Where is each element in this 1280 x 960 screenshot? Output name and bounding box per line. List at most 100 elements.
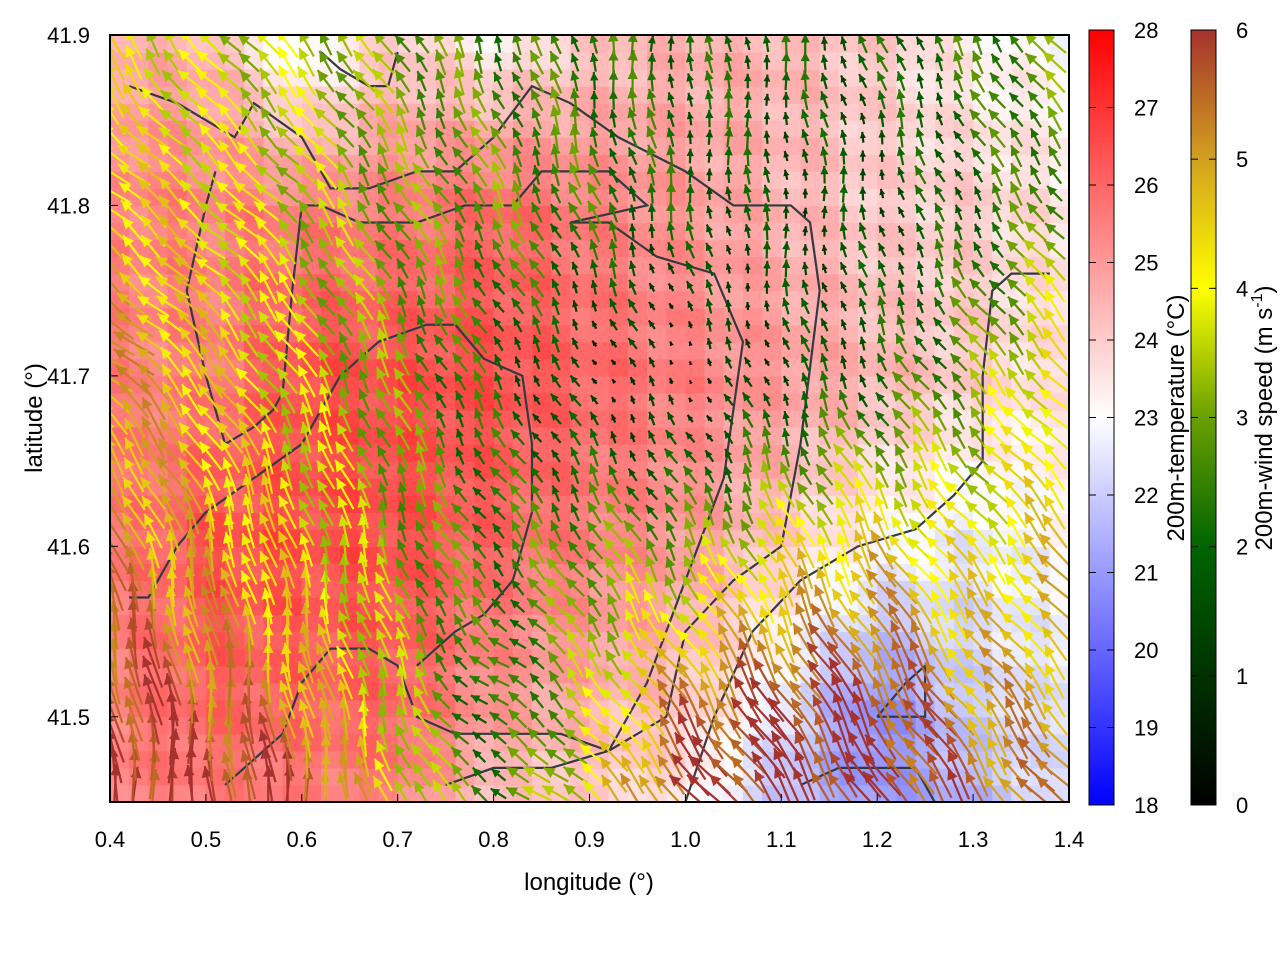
temperature-cell — [512, 665, 533, 684]
temperature-cell — [359, 597, 380, 616]
temperature-cell — [301, 290, 322, 309]
temperature-cell — [685, 375, 706, 394]
temperature-cell — [1011, 784, 1032, 802]
temperature-cell — [858, 154, 878, 172]
temperature-cell — [474, 120, 495, 138]
temperature-cell — [742, 784, 763, 802]
temperature-cell — [877, 427, 897, 445]
temperature-cell — [397, 597, 418, 616]
temperature-cell — [1049, 409, 1069, 428]
temperature-cell — [282, 205, 303, 224]
temperature-cell — [973, 137, 993, 155]
temperature-cell — [819, 495, 840, 513]
temperature-cell — [340, 290, 360, 309]
temperature-cell — [1011, 580, 1032, 599]
temperature-cell — [455, 580, 476, 599]
temperature-cell — [531, 427, 552, 445]
temperature-cell — [531, 580, 552, 599]
temperature-cell — [685, 239, 706, 258]
temperature-cell — [205, 307, 226, 326]
temperature-cell — [742, 324, 763, 343]
temperature-cell — [378, 597, 399, 616]
temperature-cell — [301, 35, 322, 53]
x-tick-label: 0.7 — [382, 827, 413, 852]
temperature-cell — [263, 52, 284, 70]
temperature-cell — [762, 597, 782, 616]
colorbar-tick-label: 2 — [1236, 535, 1248, 560]
temperature-cell — [685, 341, 706, 360]
temperature-cell — [666, 427, 686, 445]
temperature-cell — [934, 154, 955, 172]
temperature-cell — [992, 512, 1013, 530]
temperature-cell — [781, 341, 802, 360]
temperature-cell — [225, 52, 245, 70]
temperature-cell — [340, 222, 360, 241]
temperature-cell — [129, 682, 149, 701]
temperature-cell — [608, 409, 629, 428]
temperature-cell — [973, 290, 993, 309]
temperature-cell — [282, 392, 303, 411]
temperature-cell — [723, 154, 744, 172]
temperature-cell — [359, 103, 380, 121]
temperature-cell — [723, 409, 744, 428]
temperature-cell — [570, 512, 591, 530]
temperature-cell — [704, 392, 725, 411]
temperature-cell — [455, 784, 476, 802]
temperature-cell — [762, 307, 782, 326]
y-axis-label: latitude (°) — [21, 363, 48, 473]
temperature-cell — [148, 35, 169, 53]
temperature-cell — [742, 256, 763, 275]
temperature-cell — [742, 307, 763, 326]
temperature-cell — [800, 495, 821, 513]
y-tick-label: 41.7 — [47, 364, 90, 389]
y-axis: 41.5 41.6 41.7 41.8 41.9 — [47, 23, 118, 730]
temperature-cell — [762, 86, 782, 104]
x-tick-label: 0.4 — [95, 827, 126, 852]
temperature-cell — [397, 392, 418, 411]
temperature-cell — [148, 103, 169, 121]
temperature-cell — [205, 35, 226, 53]
temperature-cell — [570, 580, 591, 599]
temperature-cell — [378, 614, 399, 633]
temperature-cell — [896, 392, 917, 411]
temperature-cell — [551, 784, 571, 802]
x-tick-label: 1.4 — [1054, 827, 1085, 852]
temperature-cell — [858, 137, 878, 155]
temperature-cell — [551, 580, 571, 599]
temperature-cell — [570, 427, 591, 445]
temperature-cell — [838, 784, 859, 802]
temperature-cell — [953, 614, 974, 633]
temperature-cell — [378, 767, 399, 786]
temperature-cell — [359, 239, 380, 258]
temperature-cell — [723, 784, 744, 802]
temperature-cell — [762, 273, 782, 292]
colorbar-tick-label: 1 — [1236, 664, 1248, 689]
temperature-cell — [877, 784, 897, 802]
temperature-cell — [953, 137, 974, 155]
temperature-cell — [531, 699, 552, 718]
temperature-cell — [263, 120, 284, 138]
colorbar-tick-label: 4 — [1236, 276, 1248, 301]
temperature-cell — [627, 784, 648, 802]
temperature-cell — [359, 222, 380, 241]
temperature-cell — [167, 205, 188, 224]
temperature-cell — [608, 324, 629, 343]
temperature-cell — [915, 392, 936, 411]
temperature-cell — [896, 222, 917, 241]
colorbar-tick-label: 27 — [1134, 96, 1158, 121]
temperature-cell — [877, 222, 897, 241]
temperature-cell — [320, 290, 341, 309]
temperature-cell — [915, 427, 936, 445]
temperature-cell — [762, 69, 782, 87]
temperature-cell — [512, 648, 533, 667]
temperature-cell — [397, 239, 418, 258]
temperature-cell — [1030, 478, 1051, 496]
temperature-cell — [666, 324, 686, 343]
temperature-cell — [838, 478, 859, 496]
temperature-cell — [685, 409, 706, 428]
colorbar-tick-label: 21 — [1134, 561, 1158, 586]
temperature-cell — [110, 52, 130, 70]
temperature-cell — [474, 529, 495, 547]
temperature-cell — [992, 290, 1013, 309]
temperature-cell — [647, 512, 667, 530]
